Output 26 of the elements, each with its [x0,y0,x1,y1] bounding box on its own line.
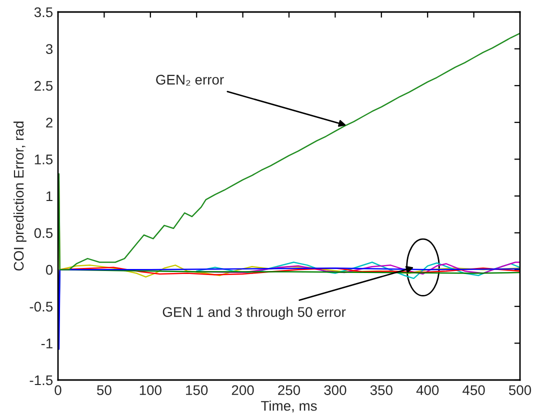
x-tick-label: 50 [97,385,112,396]
x-tick-label: 250 [278,385,300,396]
y-tick-label: -1.5 [30,375,53,386]
x-tick-label: 150 [186,385,208,396]
x-tick-label: 100 [140,385,162,396]
y-tick-label: -0.5 [30,302,53,312]
x-tick-label: 350 [370,385,392,396]
y-axis-title: COI prediction Error, rad [13,122,26,271]
x-tick-label: 500 [508,385,532,396]
x-tick-label: 450 [462,385,485,396]
y-tick-label: 3.5 [34,7,53,18]
y-tick-label: -1 [41,338,52,348]
annotation: GEN₂ error [156,74,224,86]
y-tick-label: 1 [46,191,52,202]
x-tick-label: 400 [416,385,439,396]
y-tick-label: 2.5 [34,80,53,91]
y-tick-label: 2 [46,118,52,128]
y-tick-label: 3 [46,44,53,54]
y-tick-label: 0.5 [34,228,53,238]
x-tick-label: 0 [54,385,62,396]
y-tick-label: 0 [46,264,53,275]
y-tick-label: 1.5 [34,154,53,164]
x-tick-label: 200 [232,385,254,396]
x-axis-title: Time, ms [261,400,317,412]
x-tick-label: 300 [324,385,346,396]
annotation: GEN 1 and 3 through 50 error [162,306,346,320]
